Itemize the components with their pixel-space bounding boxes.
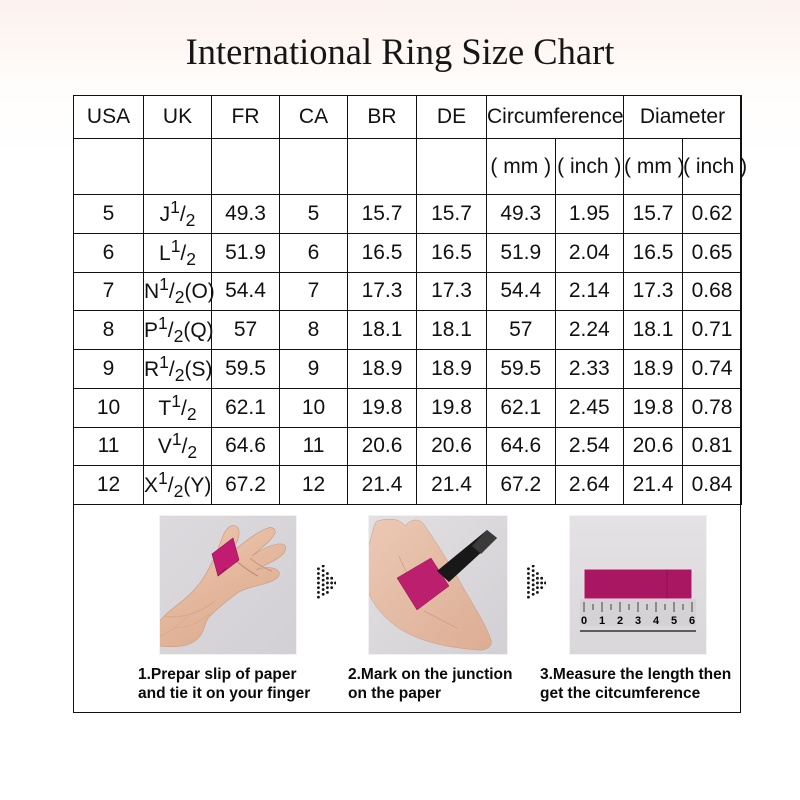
svg-text:0: 0: [581, 615, 587, 627]
svg-text:2: 2: [617, 615, 623, 627]
svg-text:5: 5: [671, 615, 677, 627]
svg-text:4: 4: [653, 615, 660, 627]
svg-text:1: 1: [599, 615, 605, 627]
svg-text:3: 3: [635, 615, 641, 627]
svg-text:6: 6: [689, 615, 695, 627]
